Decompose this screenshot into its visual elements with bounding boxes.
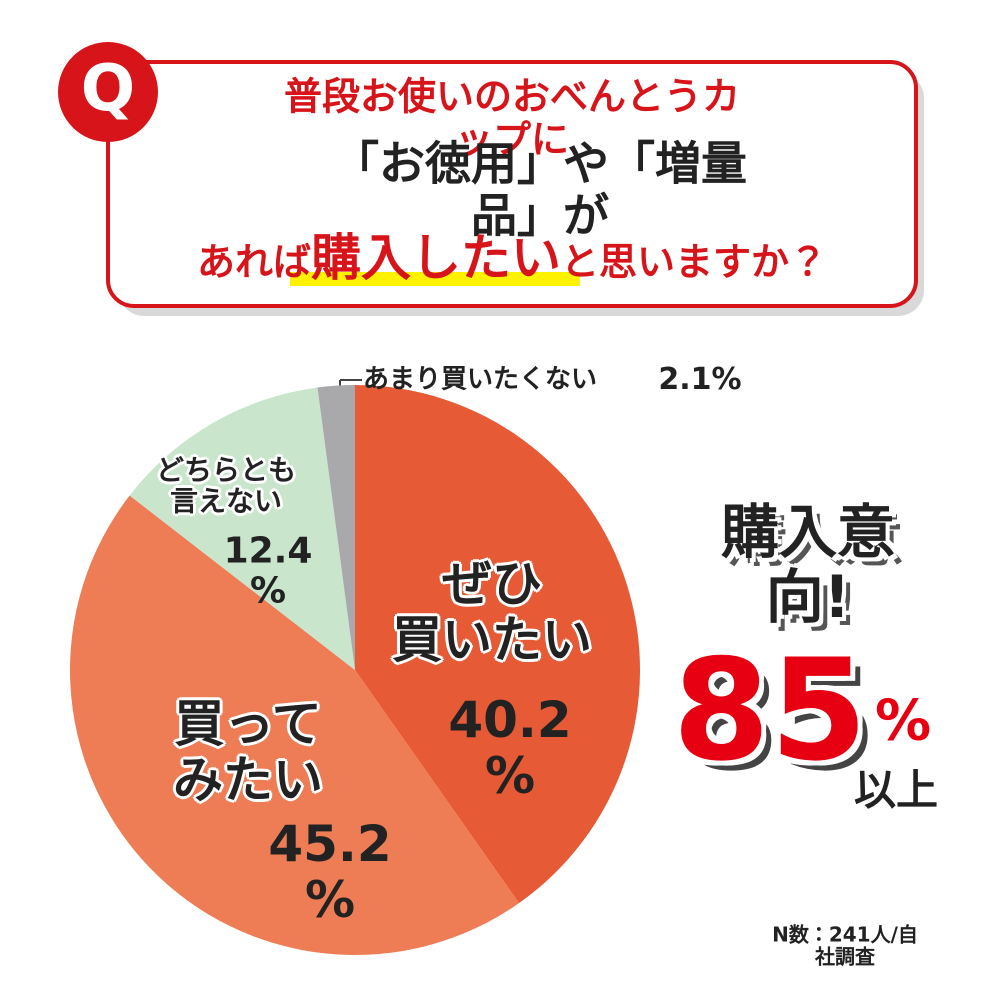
value-label: 40.2 % xyxy=(448,691,572,805)
pie-slice xyxy=(70,495,520,955)
value-label: 12.4 % xyxy=(223,530,313,612)
slice-label: どちらとも 言えない xyxy=(155,453,297,518)
question-text: あれば xyxy=(196,240,311,284)
question-text: と思いますか？ xyxy=(561,240,828,284)
question-line: あれば購入したいと思いますか？ xyxy=(197,230,827,286)
q-badge xyxy=(58,42,158,142)
question-line: 普段お使いのおべんとうカップに xyxy=(283,74,740,161)
callout-suffix: 以上 xyxy=(853,765,939,815)
slice-label: ぜひ 買いたい xyxy=(392,555,592,669)
callout-unit: % xyxy=(874,688,932,754)
callout-headline: 購入意向! xyxy=(720,498,895,631)
callout-number: 85 xyxy=(672,629,868,793)
pie-slice xyxy=(129,387,355,670)
question-line: 「お徳用」や「増量品」が xyxy=(333,136,747,242)
q-letter: Q xyxy=(80,52,136,127)
slice-label: 買って みたい xyxy=(173,695,323,809)
pie xyxy=(70,385,641,955)
footnote: N数：241人/自社調査 xyxy=(772,922,918,969)
highlight xyxy=(290,272,580,286)
value-label: 2.1% xyxy=(658,362,742,398)
question-highlight: 購入したい xyxy=(311,229,561,287)
pie-slice xyxy=(355,385,641,904)
value-label: 45.2 % xyxy=(268,815,392,929)
pie-slice xyxy=(317,385,355,670)
slice-label: あまり買いたくない xyxy=(362,364,598,395)
question-box xyxy=(106,60,918,308)
